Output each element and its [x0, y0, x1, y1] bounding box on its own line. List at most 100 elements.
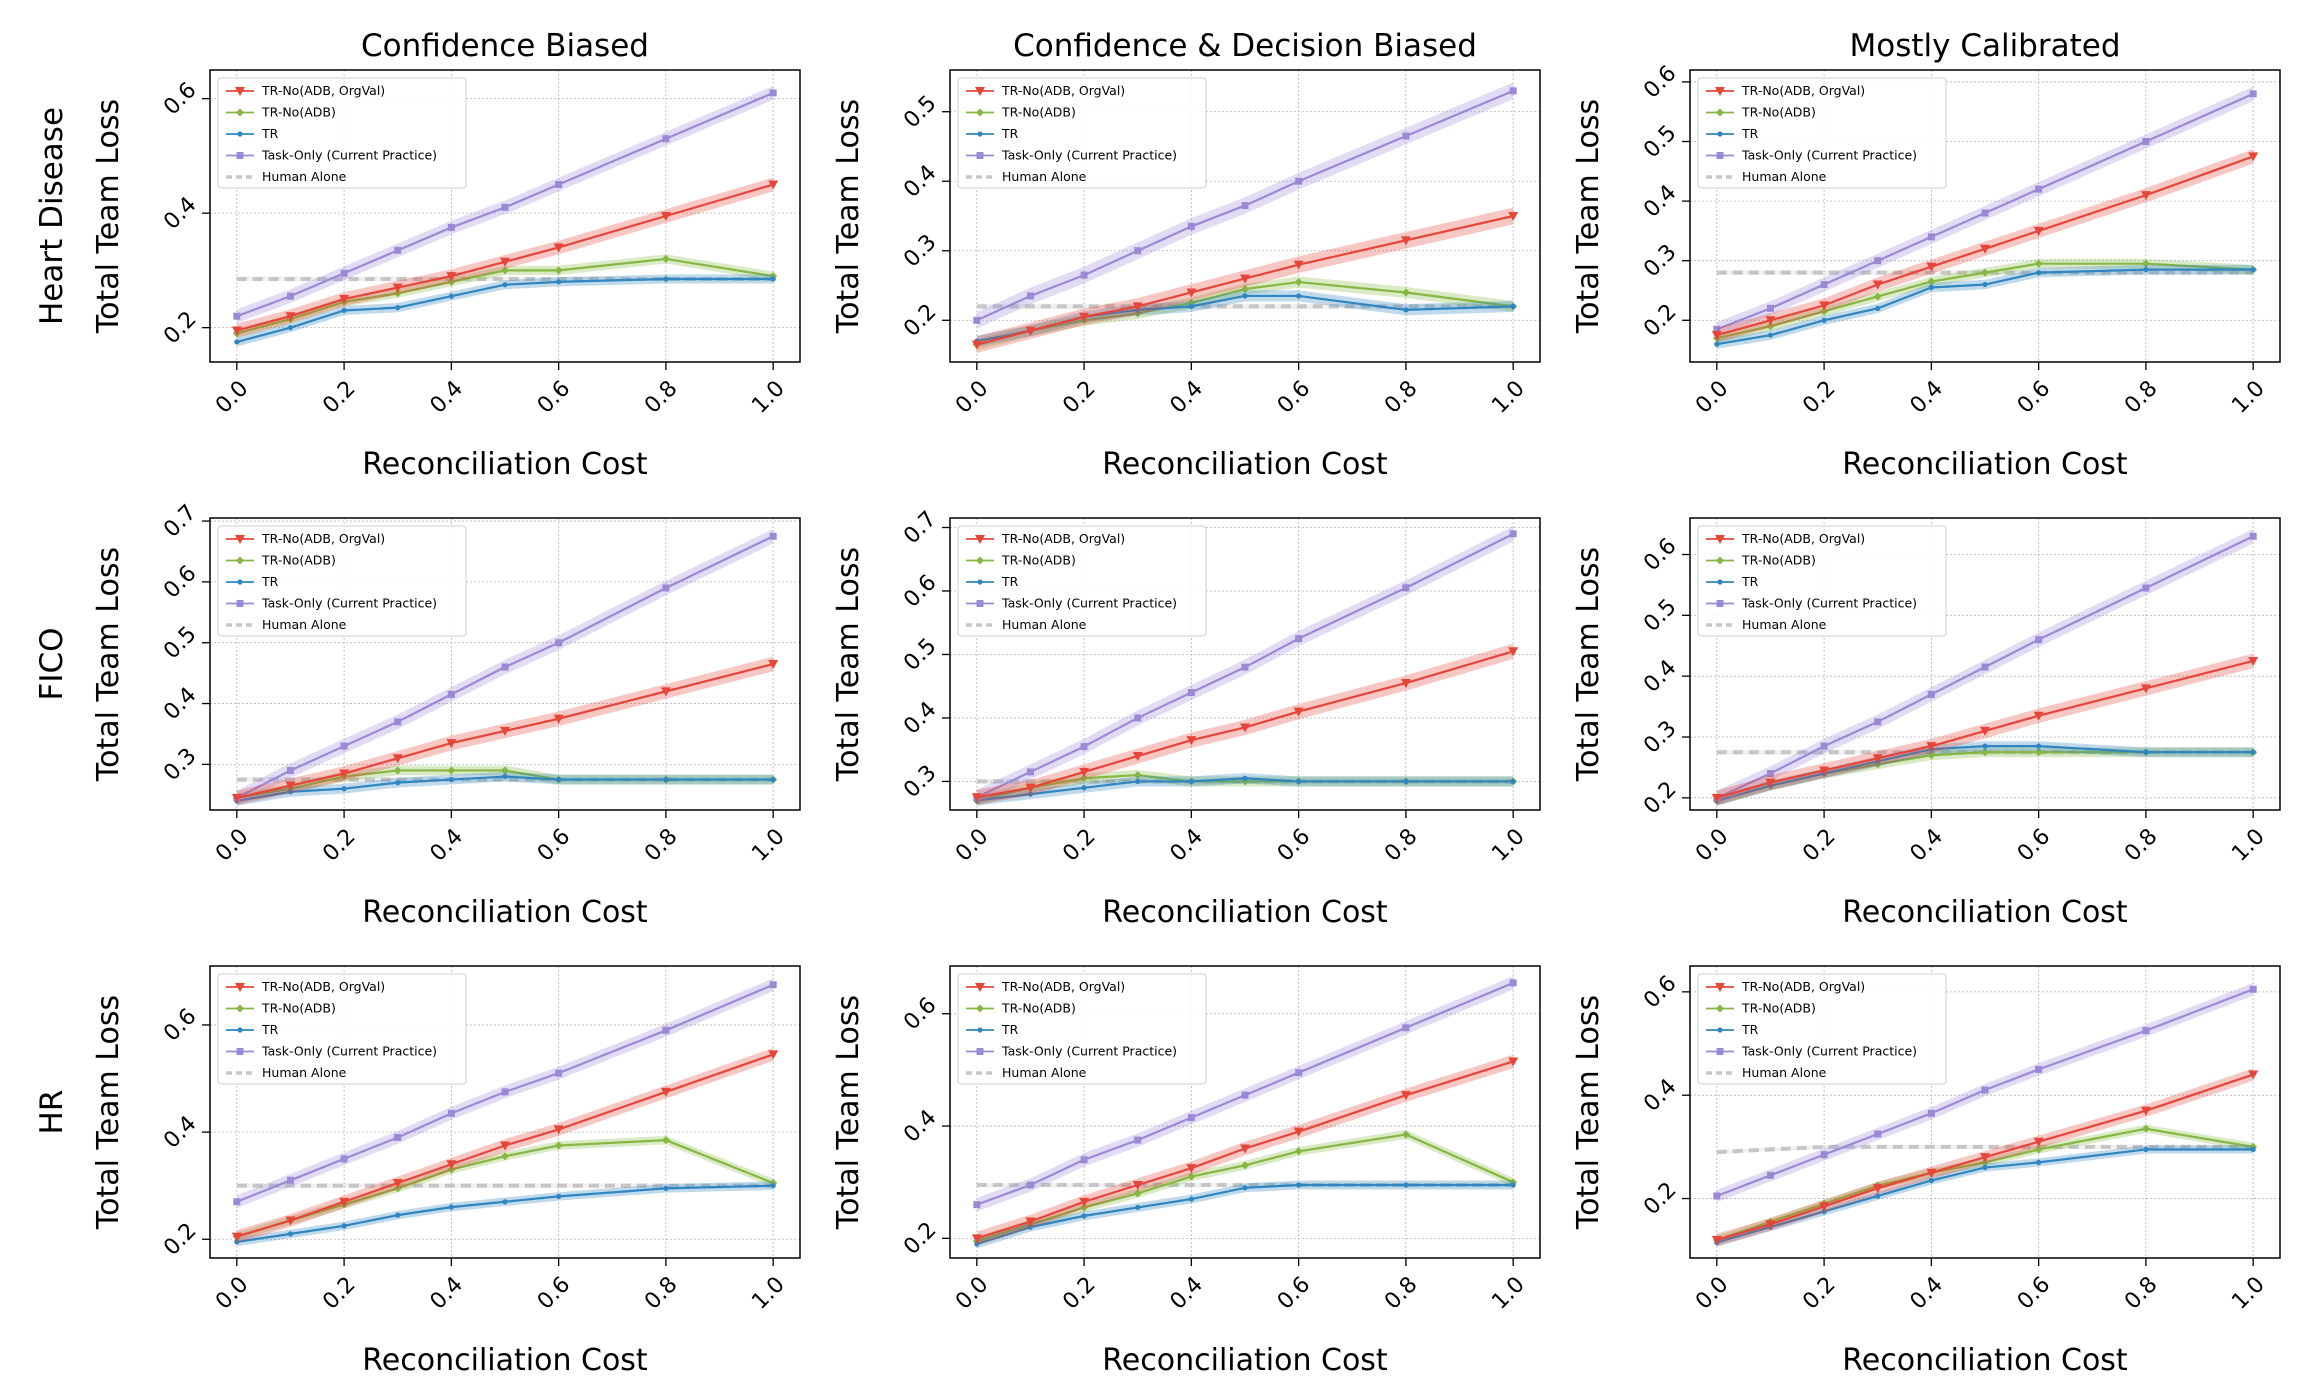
x-tick-label: 0.4 [1166, 1272, 1208, 1314]
x-axis-label: Reconciliation Cost [1102, 447, 1388, 482]
data-point [1400, 679, 1411, 689]
y-tick-label: 0.6 [899, 993, 941, 1035]
data-point [553, 714, 564, 724]
data-point [1926, 742, 1937, 752]
data-point [1026, 768, 1034, 776]
data-point [447, 690, 455, 698]
data-point [2142, 1027, 2150, 1035]
data-point [1928, 284, 1934, 291]
data-point [971, 340, 982, 350]
data-point [1400, 236, 1411, 246]
data-point [553, 1125, 564, 1135]
data-point [554, 266, 563, 275]
data-point [1766, 770, 1774, 777]
data-point [1293, 1127, 1304, 1137]
data-point [1766, 1171, 1774, 1179]
data-point [1926, 262, 1937, 272]
data-point [1980, 244, 1990, 254]
data-point [1875, 1193, 1881, 1199]
y-tick-label: 0.4 [1639, 1074, 1681, 1116]
legend-label: TR [1741, 1022, 1759, 1037]
data-point [976, 556, 984, 565]
data-point [1080, 1156, 1088, 1164]
y-tick-label: 0.4 [159, 1111, 201, 1153]
x-tick-label: 1.0 [1487, 824, 1529, 866]
legend-label: TR-No(ADB, OrgVal) [1001, 531, 1125, 546]
legend-label: Task-Only (Current Practice) [1741, 148, 1917, 163]
data-point [976, 108, 984, 117]
confidence-band [976, 770, 1514, 806]
y-tick-label: 0.2 [899, 299, 941, 341]
data-point [1927, 277, 1936, 286]
data-point [2248, 656, 2259, 666]
data-point [2035, 185, 2043, 193]
data-point [2249, 90, 2257, 98]
legend-label: Task-Only (Current Practice) [1001, 1044, 1177, 1059]
data-point [1821, 1208, 1827, 1215]
x-tick-label: 0.6 [2013, 1272, 2055, 1314]
data-point [1186, 1164, 1197, 1174]
data-point [1187, 1172, 1196, 1181]
y-tick-label: 0.6 [1639, 534, 1681, 576]
data-point [1820, 307, 1829, 316]
data-point [1872, 1184, 1883, 1194]
data-point [553, 243, 564, 253]
legend-label: Task-Only (Current Practice) [1741, 596, 1917, 611]
data-point [1188, 1196, 1194, 1202]
data-point [1981, 268, 1989, 277]
x-tick-label: 1.0 [2227, 824, 2269, 866]
legend: TR-No(ADB, OrgVal) TR-No(ADB) TR Task-Only … [957, 77, 1207, 189]
data-point [1293, 707, 1304, 717]
x-tick-label: 0.0 [211, 824, 253, 866]
data-point [1296, 778, 1302, 785]
data-point [287, 1231, 294, 1237]
x-tick-label: 0.8 [1380, 376, 1422, 418]
confidence-band [236, 765, 774, 803]
legend-label: TR-No(ADB, OrgVal) [261, 531, 385, 546]
data-point [2036, 270, 2042, 276]
data-point [1927, 690, 1935, 698]
data-point [1188, 778, 1194, 785]
data-point [448, 293, 454, 299]
data-point [2250, 1146, 2256, 1153]
data-point [1241, 663, 1249, 671]
data-point [286, 1176, 294, 1184]
data-point [501, 203, 509, 211]
x-tick-label: 0.4 [1906, 1272, 1948, 1314]
data-point [1294, 1147, 1303, 1156]
data-point [1510, 778, 1516, 785]
data-point [770, 776, 776, 783]
data-point [446, 739, 457, 749]
legend-box [1697, 973, 1947, 1085]
y-tick-label: 0.2 [1639, 1178, 1681, 1220]
data-point [234, 1239, 240, 1245]
y-tick-label: 0.5 [1639, 594, 1681, 636]
y-axis-label: Total Team Loss [91, 99, 126, 334]
y-tick-label: 0.3 [899, 761, 941, 803]
data-point [236, 108, 244, 117]
data-point [556, 279, 562, 285]
legend-label: TR-No(ADB, OrgVal) [1741, 531, 1865, 546]
data-point [1187, 1114, 1195, 1122]
x-tick-label: 0.6 [533, 1272, 575, 1314]
y-axis-label: Total Team Loss [1571, 99, 1606, 334]
data-point [341, 307, 347, 314]
data-point [1819, 301, 1830, 311]
data-point [1717, 1027, 1723, 1033]
y-tick-label: 0.4 [1639, 655, 1681, 697]
data-point [768, 1050, 779, 1060]
data-point [1981, 748, 1989, 757]
data-point [1401, 1130, 1410, 1139]
axes-frame [1689, 69, 2281, 363]
data-point [1132, 752, 1143, 762]
data-point [2034, 259, 2043, 268]
data-point [1241, 285, 1249, 293]
data-point [448, 776, 454, 783]
legend-label: TR-No(ADB, OrgVal) [1001, 83, 1125, 98]
data-point [1714, 341, 1720, 347]
data-point [237, 579, 243, 585]
data-point [1765, 778, 1776, 788]
confidence-band [236, 177, 774, 338]
data-point [1820, 742, 1828, 750]
data-point [1874, 718, 1882, 726]
